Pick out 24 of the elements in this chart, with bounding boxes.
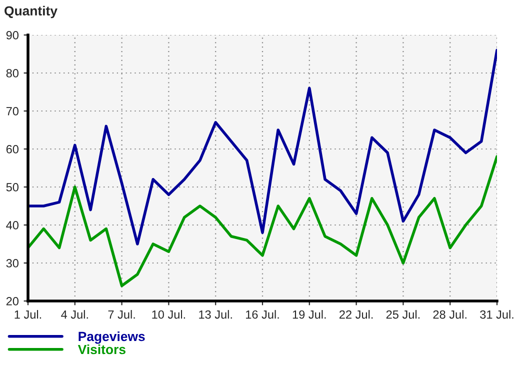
x-tick-label: 4 Jul. [61, 310, 88, 319]
line-series [28, 48, 497, 246]
y-tick-label: 40 [6, 221, 19, 230]
y-tick-label: 50 [6, 183, 19, 192]
y-tick-label: 90 [6, 31, 19, 40]
x-tick-label: 10 Jul. [152, 310, 186, 319]
x-tick-label: 31 Jul. [480, 310, 514, 319]
y-tick-label: 30 [6, 259, 19, 268]
y-axis-title: Quantity [4, 6, 58, 18]
x-tick-label: 16 Jul. [246, 310, 279, 319]
x-tick-label: 25 Jul. [386, 310, 420, 319]
legend-label: Visitors [78, 344, 126, 354]
legend-label: Pageviews [78, 331, 145, 344]
y-tick-label: 70 [6, 107, 19, 116]
y-tick-label: 80 [6, 69, 19, 78]
line-series [28, 155, 497, 288]
x-tick-label: 13 Jul. [199, 310, 232, 319]
x-tick-label: 22 Jul. [340, 310, 373, 319]
y-tick-label: 20 [6, 297, 19, 306]
x-tick-label: 7 Jul. [108, 310, 135, 319]
x-tick-label: 1 Jul. [14, 310, 42, 319]
x-tick-label: 19 Jul. [292, 310, 326, 319]
x-tick-label: 28 Jul. [433, 310, 466, 319]
y-tick-label: 60 [6, 145, 19, 154]
